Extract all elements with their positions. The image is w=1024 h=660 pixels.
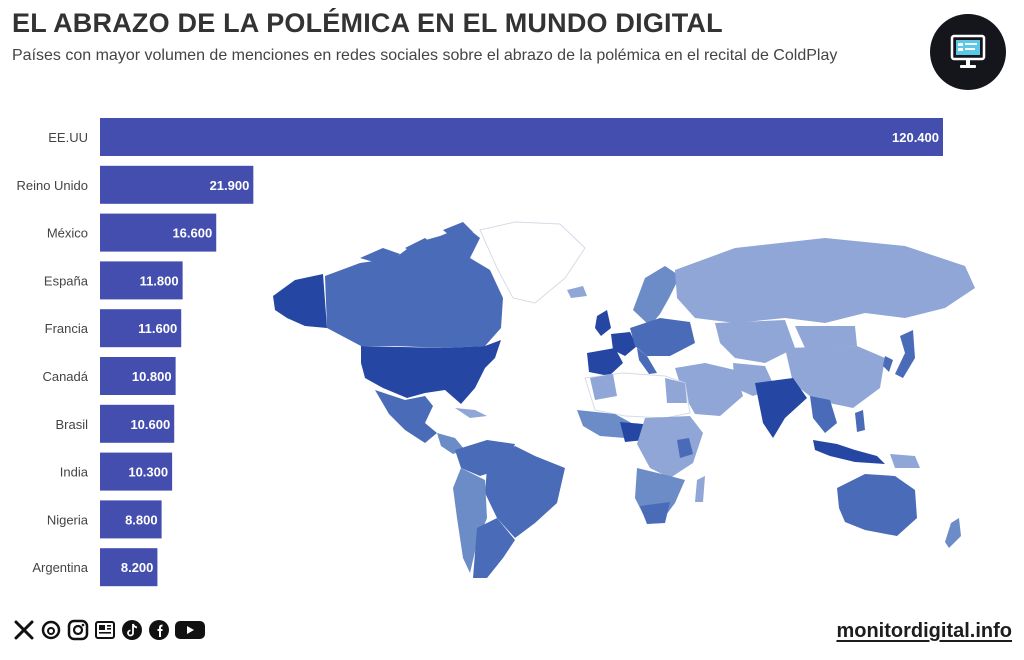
map-japan <box>895 330 915 378</box>
bar <box>100 500 162 539</box>
map-central-asia <box>715 320 795 363</box>
map-china <box>785 346 885 408</box>
category-label: Francia <box>45 321 89 336</box>
value-label: 8.200 <box>121 560 154 575</box>
value-label: 21.900 <box>210 178 250 193</box>
monitor-icon <box>930 14 1006 90</box>
map-greenland <box>479 221 586 304</box>
category-label: Reino Unido <box>16 178 88 193</box>
value-label: 120.400 <box>892 130 939 145</box>
category-label: España <box>44 273 89 288</box>
category-label: Brasil <box>55 417 88 432</box>
chart-subtitle: Países con mayor volumen de menciones en… <box>12 47 838 64</box>
map-philippines <box>855 410 865 432</box>
category-label: Nigeria <box>47 512 89 527</box>
value-label: 10.800 <box>132 369 172 384</box>
map-papua <box>890 454 920 468</box>
category-label: India <box>60 465 89 480</box>
map-korea <box>883 356 893 372</box>
bar-chart: EE.UU 120.400 Reino Unido 21.900 México 16.60… <box>16 118 943 587</box>
tiktok-icon[interactable] <box>120 618 144 642</box>
map-indonesia <box>813 440 885 464</box>
category-label: Argentina <box>32 560 88 575</box>
map-egypt <box>665 378 687 403</box>
site-link[interactable]: monitordigital.info <box>836 620 1012 642</box>
map-uk <box>595 310 611 336</box>
map-central-america <box>437 433 465 454</box>
map-usa <box>361 340 501 404</box>
map-andes <box>453 468 487 573</box>
map-alaska <box>273 274 327 328</box>
value-label: 11.800 <box>140 273 179 288</box>
bar <box>100 404 175 443</box>
value-label: 16.600 <box>172 226 212 241</box>
bar <box>100 452 173 491</box>
category-label: EE.UU <box>48 130 88 145</box>
map-mexico <box>375 390 437 443</box>
map-europe <box>630 318 695 356</box>
bar <box>100 213 217 252</box>
category-label: Canadá <box>42 369 88 384</box>
bar <box>100 357 176 395</box>
value-label: 10.600 <box>130 417 170 432</box>
map-madagascar <box>695 476 705 502</box>
facebook-icon[interactable] <box>147 618 171 642</box>
bar <box>100 118 943 156</box>
instagram-icon[interactable] <box>66 618 90 642</box>
social-links <box>12 616 209 644</box>
x-icon[interactable] <box>12 618 36 642</box>
map-east-africa <box>637 416 703 478</box>
value-label: 8.800 <box>125 512 158 527</box>
map-argentina <box>473 518 515 578</box>
map-iceland <box>567 286 587 298</box>
map-south-africa <box>640 502 670 524</box>
map-russia <box>675 238 975 323</box>
value-label: 10.300 <box>128 465 168 480</box>
map-west-africa <box>577 410 637 438</box>
map-maghreb <box>590 374 617 400</box>
bar <box>100 309 182 348</box>
map-iberia <box>587 348 623 376</box>
category-label: México <box>47 226 88 241</box>
newspaper-icon[interactable] <box>93 618 117 642</box>
chart-title: EL ABRAZO DE LA POLÉMICA EN EL MUNDO DIG… <box>12 8 723 38</box>
map-canada-islands <box>360 222 473 266</box>
map-kenya <box>677 438 693 458</box>
map-new-zealand <box>945 518 961 548</box>
map-caribbean <box>455 408 487 418</box>
youtube-icon[interactable] <box>174 618 206 642</box>
value-label: 11.600 <box>138 321 177 336</box>
map-mongolia <box>795 326 857 348</box>
map-australia <box>837 474 917 536</box>
bar <box>100 165 254 204</box>
map-italy <box>637 348 657 374</box>
map-brazil <box>485 446 565 538</box>
map-france <box>611 332 637 356</box>
map-india <box>755 378 807 438</box>
map-southeast-asia <box>810 396 837 433</box>
world-map <box>273 221 975 578</box>
bar <box>100 261 183 300</box>
map-canada <box>325 226 503 348</box>
bar <box>100 548 158 587</box>
map-nigeria <box>620 422 645 442</box>
threads-icon[interactable] <box>39 618 63 642</box>
map-scandinavia <box>633 266 680 326</box>
map-middle-east <box>675 363 743 416</box>
